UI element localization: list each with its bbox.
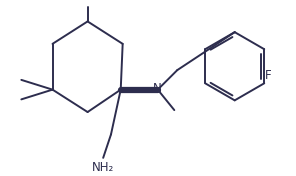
Text: N: N (153, 82, 162, 95)
Text: F: F (265, 69, 272, 82)
Text: NH₂: NH₂ (92, 161, 114, 174)
